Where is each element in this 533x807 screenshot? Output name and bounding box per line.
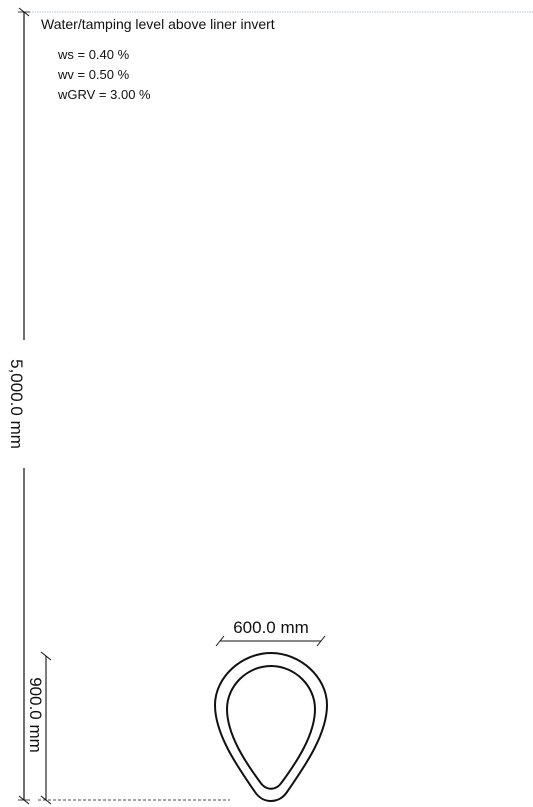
pipe-height-label-backdrop	[27, 672, 45, 758]
total-height-label-backdrop	[8, 340, 28, 468]
diagram-title: Water/tamping level above liner invert	[41, 16, 275, 32]
egg-liner-profile	[213, 651, 329, 802]
pipe-height-dimension	[38, 651, 230, 805]
pipe-width-dimension	[215, 635, 326, 647]
param-wgrv: wGRV = 3.00 %	[57, 87, 151, 102]
total-height-label: 5,000.0 mm	[7, 359, 26, 449]
param-ws: ws = 0.40 %	[57, 47, 130, 62]
pipe-height-label: 900.0 mm	[26, 677, 45, 753]
param-wv: wv = 0.50 %	[57, 67, 130, 82]
pipe-width-label: 600.0 mm	[233, 618, 309, 637]
